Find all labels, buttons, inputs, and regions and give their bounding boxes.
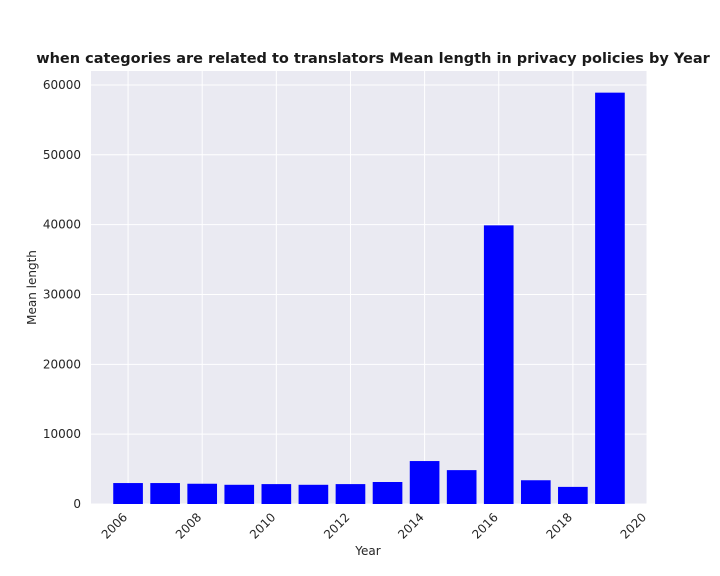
- y-tick-label: 60000: [43, 78, 81, 92]
- x-axis-label: Year: [354, 544, 380, 558]
- chart-title: when categories are related to translato…: [36, 51, 710, 67]
- x-tick-label: 2016: [469, 510, 500, 541]
- y-tick-label: 50000: [43, 148, 81, 162]
- bar-2017: [520, 480, 551, 504]
- plot-area: [91, 71, 647, 504]
- y-tick-label: 40000: [43, 218, 81, 232]
- y-tick-labels: 0 10000 20000 30000 40000 50000 60000: [43, 78, 81, 511]
- y-tick-label: 0: [73, 497, 81, 511]
- x-tick-label: 2008: [173, 510, 204, 541]
- x-tick-labels: 2006 2008 2010 2012 2014 2016 2018 2020: [99, 510, 649, 541]
- y-tick-label: 10000: [43, 427, 81, 441]
- bar-2010: [261, 484, 292, 504]
- bar-2008: [187, 483, 218, 504]
- bar-2016: [483, 225, 514, 504]
- x-tick-label: 2014: [395, 510, 426, 541]
- x-tick-label: 2010: [247, 510, 278, 541]
- y-tick-label: 20000: [43, 357, 81, 371]
- y-axis-label: Mean length: [25, 250, 39, 325]
- bar-2011: [298, 484, 329, 504]
- bar-2014: [409, 461, 440, 504]
- bar-2012: [335, 484, 366, 504]
- bar-2018: [558, 486, 588, 504]
- bar-2013: [372, 482, 403, 504]
- x-tick-label: 2020: [618, 510, 649, 541]
- x-tick-label: 2018: [543, 510, 574, 541]
- bar-2006: [113, 483, 143, 504]
- bar-2019: [595, 92, 625, 505]
- y-tick-label: 30000: [43, 287, 81, 301]
- x-tick-label: 2012: [321, 510, 352, 541]
- x-tick-label: 2006: [99, 510, 130, 541]
- bar-2015: [446, 470, 477, 504]
- bar-2007: [150, 483, 180, 504]
- bars: [113, 92, 625, 505]
- bar-2009: [224, 484, 255, 504]
